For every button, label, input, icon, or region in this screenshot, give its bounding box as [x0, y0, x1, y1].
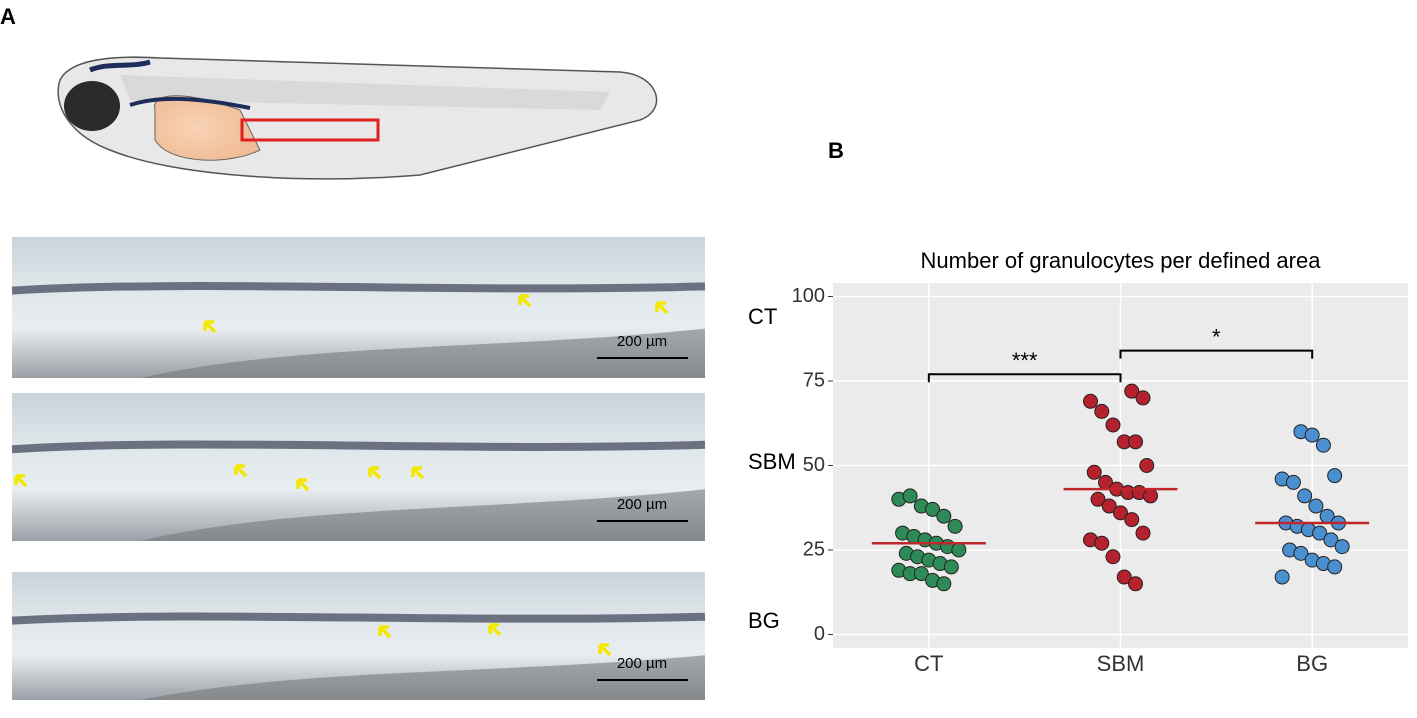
- y-tick-label: 25: [803, 538, 825, 560]
- chart: B Number of granulocytes per defined area…: [792, 138, 1408, 676]
- point: [1135, 525, 1151, 541]
- arrow: [203, 320, 217, 334]
- arrow: [234, 464, 248, 478]
- scale-bar-label: 200 µm: [617, 333, 667, 350]
- point: [1090, 491, 1106, 507]
- point: [1101, 498, 1117, 514]
- significance-bracket: [1119, 349, 1314, 359]
- scale-bar-label: 200 µm: [617, 496, 667, 513]
- point: [925, 501, 941, 517]
- scale-bar-label: 200 µm: [617, 655, 667, 672]
- point: [1105, 549, 1121, 565]
- panel-label: B: [828, 138, 844, 163]
- arrow: [14, 474, 28, 488]
- point: [1285, 474, 1301, 490]
- arrow: [598, 643, 612, 657]
- point: [936, 576, 952, 592]
- tissue-band: [11, 282, 706, 295]
- point: [947, 518, 963, 534]
- point: [913, 566, 929, 582]
- microscopy-panels: 200 µm CT 200 µm SBM 200 µm BG: [11, 237, 796, 700]
- point: [1143, 488, 1158, 504]
- arrow: [296, 478, 310, 492]
- arrow: [378, 625, 392, 639]
- point: [1315, 437, 1331, 453]
- y-tick-label: 50: [803, 454, 825, 476]
- chart-title: Number of granulocytes per defined area: [921, 248, 1322, 273]
- point: [1304, 427, 1320, 443]
- point: [1128, 434, 1143, 450]
- point: [1105, 417, 1121, 433]
- y-tick-label: 75: [803, 369, 825, 391]
- arrow: [368, 466, 382, 480]
- point: [1128, 576, 1143, 592]
- significance-label: ***: [1012, 348, 1038, 373]
- arrow: [518, 294, 532, 308]
- significance-label: *: [1212, 324, 1221, 349]
- point: [1293, 545, 1309, 561]
- point: [951, 542, 967, 558]
- row-label: BG: [748, 608, 780, 633]
- point: [1113, 505, 1128, 521]
- point: [943, 559, 959, 575]
- point: [1116, 569, 1132, 585]
- point: [1139, 458, 1155, 473]
- gut-wall: [140, 489, 705, 541]
- y-tick-label: 100: [792, 285, 825, 307]
- significance-bracket: [927, 373, 1122, 383]
- point: [1135, 390, 1151, 406]
- point: [936, 508, 952, 524]
- point: [1327, 468, 1343, 484]
- row-label: SBM: [748, 449, 796, 474]
- point: [1124, 512, 1140, 528]
- x-tick-label: BG: [1296, 651, 1328, 676]
- point: [1323, 532, 1339, 548]
- point: [1334, 539, 1350, 555]
- point: [1312, 525, 1328, 541]
- x-tick-label: CT: [914, 651, 943, 676]
- arrow: [488, 623, 502, 637]
- point: [1327, 559, 1343, 575]
- point: [1086, 464, 1102, 480]
- point: [1274, 569, 1290, 585]
- point: [1124, 383, 1140, 399]
- fish-schematic: [57, 56, 658, 180]
- tissue-band: [11, 612, 706, 625]
- arrow: [411, 466, 425, 480]
- gut-wall: [140, 655, 705, 700]
- point: [1083, 393, 1098, 409]
- gut-wall: [140, 328, 705, 378]
- point: [1297, 488, 1313, 504]
- panel-label: A: [0, 4, 16, 29]
- arrow: [655, 301, 669, 315]
- point: [1094, 403, 1110, 419]
- y-tick-label: 0: [814, 623, 825, 645]
- point: [902, 488, 918, 504]
- x-tick-label: SBM: [1097, 651, 1145, 676]
- point: [1094, 535, 1110, 551]
- point: [1308, 498, 1324, 514]
- tissue-band: [11, 440, 706, 454]
- row-label: CT: [748, 304, 777, 329]
